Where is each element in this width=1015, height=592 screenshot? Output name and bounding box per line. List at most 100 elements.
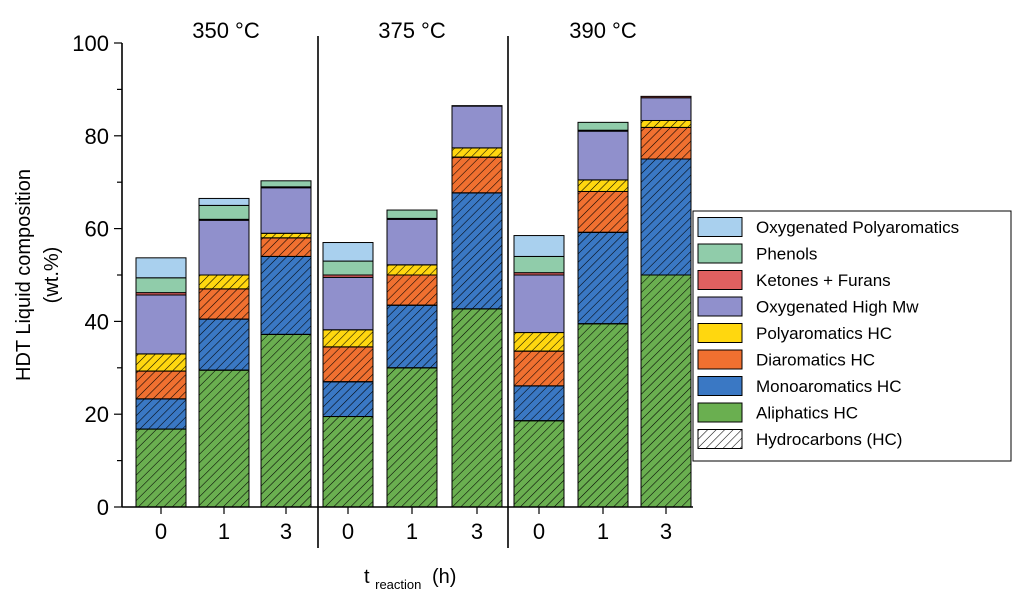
bar-hatch-1-3 (198, 274, 250, 290)
bar-segment-4-4 (386, 218, 438, 266)
bar-hatch-4-1 (386, 304, 438, 369)
legend-swatch-2 (697, 270, 743, 290)
legend-label-3: Oxygenated High Mw (756, 298, 919, 317)
bar-segment-3-7 (322, 242, 374, 262)
y-axis-label-line2: (wt.%) (41, 247, 63, 304)
bar-hatch-5-1 (451, 192, 503, 310)
bar-hatch-0-0 (135, 428, 187, 508)
legend-label-2: Ketones + Furans (756, 271, 891, 290)
bar-segment-7-6 (577, 121, 629, 131)
x-axis-label-sub: reaction (375, 577, 421, 592)
bar-hatch-4-0 (386, 367, 438, 508)
bar-hatch-3-3 (322, 329, 374, 348)
legend-swatch-1 (697, 243, 743, 264)
x-tick-label-0: 0 (155, 519, 167, 544)
bar-hatch-6-2 (513, 350, 565, 387)
y-tick-label-4: 80 (85, 124, 109, 149)
bar-hatch-8-0 (640, 274, 692, 508)
bar-hatch-0-1 (135, 398, 187, 430)
bar-hatch-8-1 (640, 158, 692, 276)
bar-segment-2-4 (260, 187, 312, 234)
bar-hatch-1-2 (198, 288, 250, 320)
bar-hatch-2-1 (260, 255, 312, 335)
bar-hatch-3-2 (322, 346, 374, 383)
legend-swatch-5 (697, 349, 743, 370)
group-label-390: 390 °C (569, 18, 637, 43)
bar-hatch-2-0 (260, 333, 312, 508)
x-tick-label-5: 3 (471, 519, 483, 544)
x-axis-label-main: t (364, 566, 370, 588)
legend-label-5: Diaromatics HC (756, 351, 875, 370)
bar-segment-6-4 (513, 274, 565, 334)
bar-hatch-4-2 (386, 274, 438, 306)
x-tick-label-6: 0 (533, 519, 545, 544)
bar-segment-0-6 (135, 277, 187, 294)
bar-segment-8-4 (640, 97, 692, 121)
bar-hatch-2-3 (260, 232, 312, 239)
bar-hatch-6-0 (513, 420, 565, 508)
legend-label-8: Hydrocarbons (HC) (756, 430, 902, 449)
y-tick-label-1: 20 (85, 402, 109, 427)
legend-swatch-7 (697, 402, 743, 423)
bar-hatch-4-3 (386, 264, 438, 276)
bar-hatch-8-2 (640, 126, 692, 160)
bar-segment-8-5 (640, 95, 692, 99)
x-tick-label-2: 3 (280, 519, 292, 544)
legend-label-6: Monoaromatics HC (756, 377, 902, 396)
legend-label-0: Oxygenated Polyaromatics (756, 218, 959, 237)
legend-swatch-0 (697, 217, 743, 237)
bar-hatch-1-0 (198, 369, 250, 508)
bar-hatch-6-3 (513, 332, 565, 352)
legend-swatch-hatch-8 (697, 429, 743, 449)
bar-hatch-0-3 (135, 353, 187, 372)
plot-area: 0 1 3 0 1 3 0 1 3 0 20 40 60 80 100 (72, 31, 693, 548)
bar-segment-5-4 (451, 105, 503, 149)
legend-swatch-6 (697, 376, 743, 396)
bar-hatch-7-3 (577, 179, 629, 192)
bar-segment-3-6 (322, 260, 374, 276)
x-tick-label-4: 1 (406, 519, 418, 544)
bar-hatch-2-2 (260, 237, 312, 257)
x-axis-label-unit: (h) (432, 566, 456, 588)
bar-hatch-5-3 (451, 147, 503, 158)
legend-swatch-4 (697, 323, 743, 343)
legend-box (692, 210, 1012, 462)
bar-segment-0-4 (135, 294, 187, 355)
x-tick-label-1: 1 (218, 519, 230, 544)
bar-hatch-6-1 (513, 385, 565, 422)
y-tick-label-3: 60 (85, 217, 109, 242)
x-tick-label-8: 3 (660, 519, 672, 544)
bar-segment-7-4 (577, 130, 629, 181)
bar-hatch-5-2 (451, 156, 503, 194)
bar-segment-3-4 (322, 276, 374, 331)
bar-segment-1-4 (198, 219, 250, 276)
bar-hatch-7-2 (577, 190, 629, 233)
y-tick-label-5: 100 (72, 31, 109, 56)
x-axis-label: t reaction (h) (364, 566, 456, 592)
bar-segment-6-7 (513, 235, 565, 257)
bar-segment-2-6 (260, 180, 312, 188)
legend-swatch-3 (697, 296, 743, 317)
bar-hatch-1-1 (198, 318, 250, 371)
y-tick-label-2: 40 (85, 309, 109, 334)
x-tick-label-7: 1 (597, 519, 609, 544)
bar-segment-6-6 (513, 255, 565, 274)
y-tick-label-0: 0 (97, 495, 109, 520)
bar-hatch-0-2 (135, 370, 187, 400)
group-label-375: 375 °C (378, 18, 446, 43)
bar-hatch-3-1 (322, 381, 374, 418)
bar-hatch-7-0 (577, 323, 629, 508)
bar-segment-1-7 (198, 197, 250, 206)
x-tick-label-3: 0 (342, 519, 354, 544)
legend-label-7: Aliphatics HC (756, 404, 858, 423)
y-axis-label: HDT Liquid composition (wt.%) (13, 169, 63, 381)
bar-hatch-7-1 (577, 231, 629, 325)
legend-label-1: Phenols (756, 245, 817, 264)
bar-hatch-5-0 (451, 308, 503, 508)
bar-hatch-3-0 (322, 416, 374, 508)
bar-hatch-8-3 (640, 119, 692, 128)
bar-segment-4-6 (386, 209, 438, 219)
legend-label-4: Polyaromatics HC (756, 324, 892, 343)
bar-segment-0-7 (135, 257, 187, 279)
